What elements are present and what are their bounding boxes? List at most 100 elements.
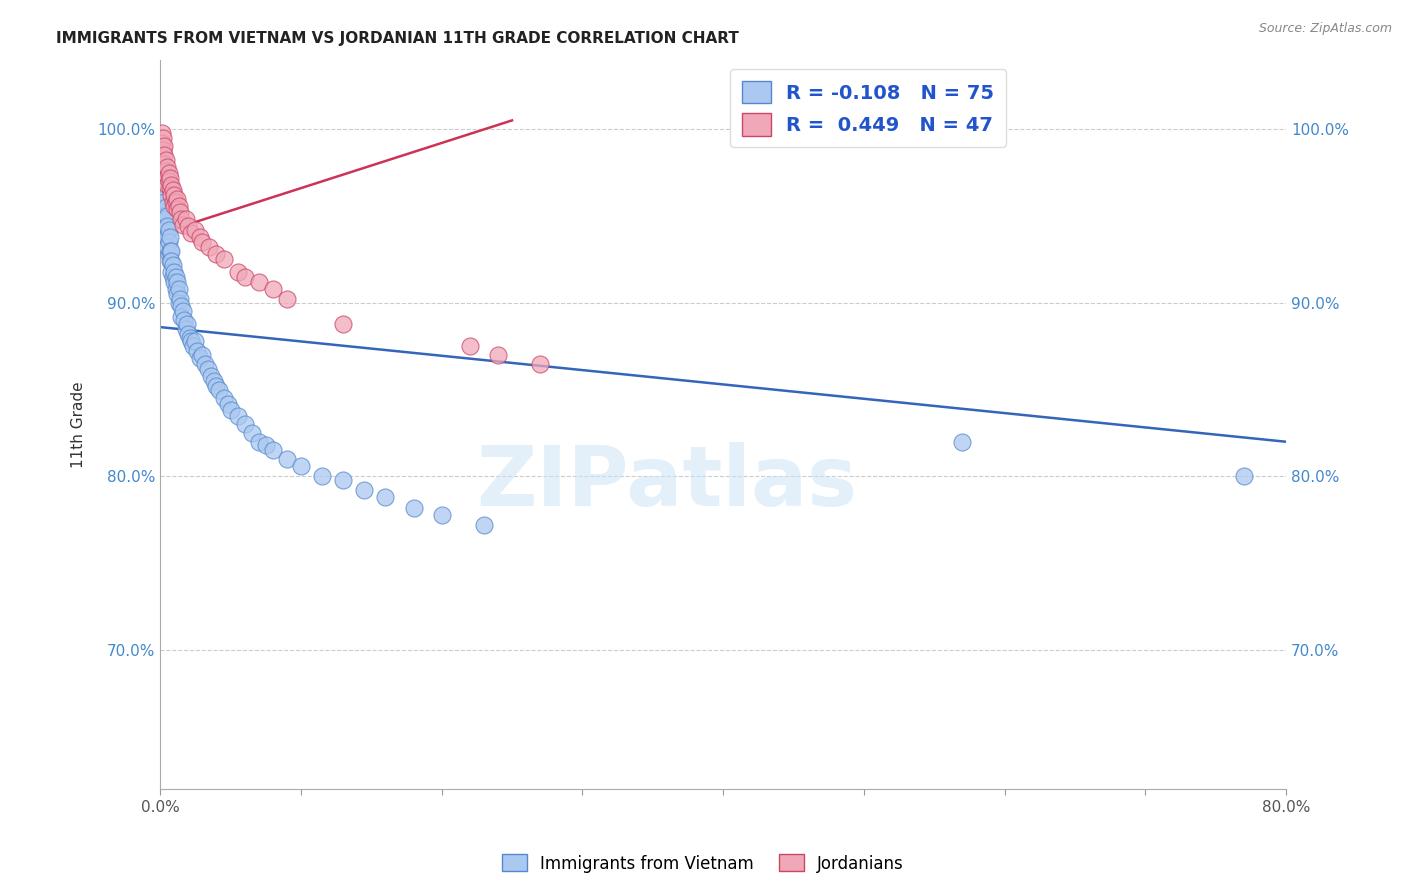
Point	[169, 293, 191, 307]
Point	[156, 229, 179, 244]
Point	[172, 218, 194, 232]
Point	[157, 174, 180, 188]
Point	[262, 443, 284, 458]
Point	[150, 126, 173, 140]
Point	[152, 183, 174, 197]
Point	[166, 202, 188, 216]
Point	[159, 181, 181, 195]
Point	[180, 334, 202, 348]
Point	[290, 458, 312, 473]
Y-axis label: 11th Grade: 11th Grade	[72, 381, 86, 467]
Point	[159, 170, 181, 185]
Point	[155, 200, 177, 214]
Point	[153, 139, 176, 153]
Point	[176, 317, 198, 331]
Point	[205, 379, 228, 393]
Point	[167, 282, 190, 296]
Point	[197, 361, 219, 376]
Point	[240, 425, 263, 440]
Point	[160, 178, 183, 192]
Point	[157, 165, 180, 179]
Point	[430, 508, 453, 522]
Point	[233, 269, 256, 284]
Point	[157, 247, 180, 261]
Point	[150, 136, 173, 150]
Point	[152, 165, 174, 179]
Point	[217, 396, 239, 410]
Point	[332, 317, 354, 331]
Point	[170, 212, 193, 227]
Point	[472, 518, 495, 533]
Point	[247, 434, 270, 449]
Point	[170, 310, 193, 324]
Point	[186, 344, 208, 359]
Point	[160, 264, 183, 278]
Point	[262, 282, 284, 296]
Point	[167, 295, 190, 310]
Point	[177, 326, 200, 341]
Point	[200, 368, 222, 383]
Point	[155, 163, 177, 178]
Point	[169, 205, 191, 219]
Point	[153, 157, 176, 171]
Point	[153, 209, 176, 223]
Point	[163, 264, 186, 278]
Point	[157, 223, 180, 237]
Point	[153, 148, 176, 162]
Point	[153, 188, 176, 202]
Point	[184, 334, 207, 348]
Point	[191, 235, 214, 249]
Point	[219, 403, 242, 417]
Point	[156, 240, 179, 254]
Point	[226, 264, 249, 278]
Point	[150, 157, 173, 171]
Point	[208, 383, 231, 397]
Point	[160, 254, 183, 268]
Text: Source: ZipAtlas.com: Source: ZipAtlas.com	[1258, 22, 1392, 36]
Point	[332, 473, 354, 487]
Point	[184, 223, 207, 237]
Point	[179, 330, 201, 344]
Point	[402, 500, 425, 515]
Point	[156, 170, 179, 185]
Legend: Immigrants from Vietnam, Jordanians: Immigrants from Vietnam, Jordanians	[495, 847, 911, 880]
Point	[166, 275, 188, 289]
Point	[353, 483, 375, 498]
Legend: R = -0.108   N = 75, R =  0.449   N = 47: R = -0.108 N = 75, R = 0.449 N = 47	[730, 70, 1007, 147]
Point	[276, 452, 298, 467]
Point	[173, 313, 195, 327]
Point	[180, 227, 202, 241]
Point	[157, 235, 180, 249]
Point	[374, 491, 396, 505]
Point	[156, 178, 179, 192]
Point	[150, 174, 173, 188]
Point	[458, 339, 481, 353]
Point	[159, 254, 181, 268]
Point	[156, 219, 179, 234]
Point	[1233, 469, 1256, 483]
Point	[191, 348, 214, 362]
Point	[159, 229, 181, 244]
Point	[198, 240, 221, 254]
Point	[162, 258, 184, 272]
Point	[152, 130, 174, 145]
Point	[177, 219, 200, 234]
Point	[153, 194, 176, 209]
Point	[181, 339, 204, 353]
Point	[194, 357, 217, 371]
Point	[174, 212, 197, 227]
Point	[156, 209, 179, 223]
Point	[311, 469, 333, 483]
Point	[162, 194, 184, 209]
Point	[167, 198, 190, 212]
Point	[152, 192, 174, 206]
Point	[247, 275, 270, 289]
Point	[170, 299, 193, 313]
Point	[155, 212, 177, 227]
Point	[226, 409, 249, 423]
Point	[165, 194, 187, 209]
Text: IMMIGRANTS FROM VIETNAM VS JORDANIAN 11TH GRADE CORRELATION CHART: IMMIGRANTS FROM VIETNAM VS JORDANIAN 11T…	[56, 31, 740, 46]
Point	[233, 417, 256, 432]
Point	[205, 247, 228, 261]
Point	[155, 221, 177, 235]
